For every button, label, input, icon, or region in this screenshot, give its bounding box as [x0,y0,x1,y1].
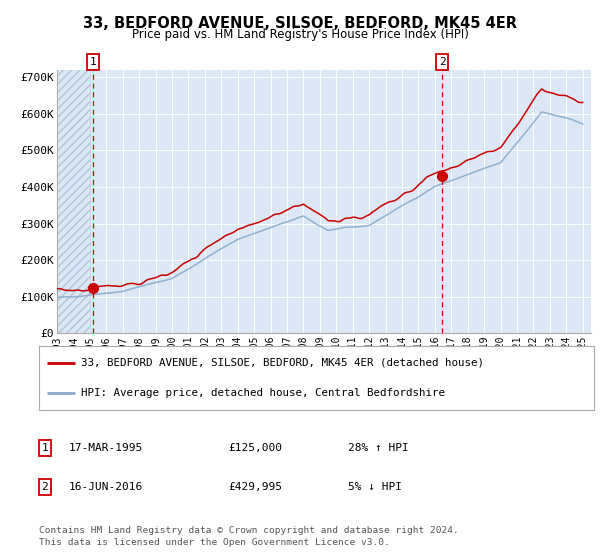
Text: HPI: Average price, detached house, Central Bedfordshire: HPI: Average price, detached house, Cent… [80,388,445,398]
Text: 17-MAR-1995: 17-MAR-1995 [69,443,143,453]
Text: 1: 1 [41,443,49,453]
Text: 2: 2 [439,57,446,67]
Text: 2: 2 [41,482,49,492]
Text: £125,000: £125,000 [228,443,282,453]
Text: £429,995: £429,995 [228,482,282,492]
Text: 33, BEDFORD AVENUE, SILSOE, BEDFORD, MK45 4ER: 33, BEDFORD AVENUE, SILSOE, BEDFORD, MK4… [83,16,517,31]
Text: 5% ↓ HPI: 5% ↓ HPI [348,482,402,492]
Text: 16-JUN-2016: 16-JUN-2016 [69,482,143,492]
Text: 33, BEDFORD AVENUE, SILSOE, BEDFORD, MK45 4ER (detached house): 33, BEDFORD AVENUE, SILSOE, BEDFORD, MK4… [80,358,484,368]
Text: Price paid vs. HM Land Registry's House Price Index (HPI): Price paid vs. HM Land Registry's House … [131,28,469,41]
Text: Contains HM Land Registry data © Crown copyright and database right 2024.
This d: Contains HM Land Registry data © Crown c… [39,526,459,547]
Text: 28% ↑ HPI: 28% ↑ HPI [348,443,409,453]
Text: 1: 1 [90,57,97,67]
